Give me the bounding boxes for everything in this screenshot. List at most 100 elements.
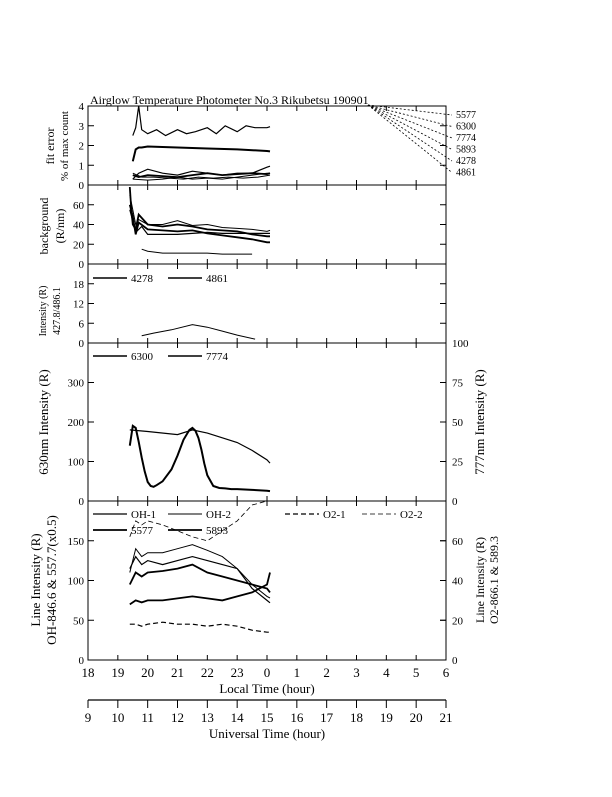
legend-label: 4278 (131, 273, 154, 285)
y-label-lines: Line Intensity (R) (28, 533, 43, 626)
y-tick-label-lines: 150 (68, 536, 85, 548)
x-tick-label-ut: 10 (111, 710, 124, 725)
legend-label: 4861 (206, 273, 228, 285)
x-tick-label-local: 19 (111, 665, 124, 680)
x-tick-label-ut: 20 (410, 710, 423, 725)
x-tick-label-ut: 13 (201, 710, 214, 725)
series-background-6300 (128, 204, 270, 244)
right-legend-line (367, 104, 453, 127)
x-tick-label-local: 3 (353, 665, 360, 680)
series-red-line-6300 (128, 424, 271, 493)
x-tick-label-local: 2 (323, 665, 330, 680)
x-tick-label-local: 4 (383, 665, 390, 680)
y2-tick-label-red-line: 0 (452, 496, 458, 508)
x-tick-label-ut: 12 (171, 710, 184, 725)
legend-label: 6300 (131, 351, 154, 363)
y-label-red-line: 630nm Intensity (R) (36, 369, 51, 474)
y-tick-label-fit-error: 1 (79, 160, 85, 172)
legend-label: 7774 (206, 351, 229, 363)
series-fit-error-5893 (132, 172, 271, 179)
y-tick-label-lines: 50 (73, 615, 85, 627)
chart-title: Airglow Temperature Photometer No.3 Riku… (90, 93, 369, 107)
y2-tick-label-red-line: 100 (452, 338, 469, 350)
right-legend-label: 5893 (456, 145, 476, 156)
x-tick-label-ut: 9 (85, 710, 92, 725)
right-legend-line (367, 104, 453, 173)
series-background-4278 (141, 248, 253, 255)
series-lines-OH-1 (129, 555, 271, 604)
y-label-hbeta: Intensity (R) (38, 286, 49, 337)
y-label-fit-error-unit: % of max count (59, 111, 71, 181)
legend-label-lines: O2-2 (400, 509, 423, 521)
y-tick-label-fit-error: 0 (79, 180, 85, 192)
x-tick-label-ut: 19 (380, 710, 393, 725)
y-tick-label-background: 60 (73, 200, 85, 212)
series-background-5893 (129, 209, 270, 235)
x-tick-label-ut: 21 (440, 710, 453, 725)
x-tick-label-local: 18 (82, 665, 95, 680)
x-tick-label-ut: 18 (350, 710, 363, 725)
y2-label-lines: Line Intensity (R) (473, 537, 487, 623)
right-legend-label: 4278 (456, 156, 476, 167)
y2-tick-label-lines: 40 (452, 576, 464, 588)
y2-label-red-line: 777nm Intensity (R) (472, 369, 487, 474)
x-tick-label-local: 5 (413, 665, 420, 680)
series-fit-error-4861 (132, 172, 270, 181)
series-fit-error-6300 (131, 145, 271, 162)
x-tick-label-ut: 15 (261, 710, 274, 725)
x-tick-label-local: 6 (443, 665, 450, 680)
x-tick-label-ut: 11 (141, 710, 154, 725)
x-tick-label-local: 22 (201, 665, 214, 680)
series-background-7774 (129, 194, 271, 232)
series-fit-error-7774 (132, 165, 271, 180)
right-legend-label: 7774 (456, 133, 476, 144)
y-tick-label-lines: 100 (68, 576, 85, 588)
series-lines-O2-2 (129, 500, 273, 542)
y-label-background-unit: (R/nm) (53, 209, 67, 244)
series-fit-error-4278 (132, 172, 271, 180)
y-tick-label-red-line: 0 (79, 496, 85, 508)
y-tick-label-background: 0 (79, 259, 85, 271)
x-tick-label-ut: 14 (231, 710, 245, 725)
legend-label-lines: 5893 (206, 525, 229, 537)
legend-label-lines: OH-2 (206, 509, 231, 521)
y-tick-label-hbeta: 18 (73, 279, 85, 291)
x-tick-label-local: 1 (294, 665, 301, 680)
y-label-lines-oh: OH-846.6 & 557.7(x0.5) (44, 515, 59, 645)
y2-tick-label-lines: 0 (452, 655, 458, 667)
legend-label-lines: 5577 (131, 525, 154, 537)
x-axis-label-local: Local Time (hour) (219, 681, 314, 696)
series-fit-error-5577 (132, 105, 271, 137)
y2-tick-label-red-line: 50 (452, 417, 464, 429)
y-tick-label-fit-error: 4 (79, 101, 85, 113)
y2-tick-label-lines: 20 (452, 615, 464, 627)
series-lines-5577 (128, 563, 271, 593)
right-legend-line (367, 104, 453, 139)
y-tick-label-red-line: 100 (68, 457, 85, 469)
y-label-background: background (37, 198, 51, 255)
y2-tick-label-red-line: 25 (452, 457, 464, 469)
y2-label-lines-o2: O2-866.1 & 589.3 (487, 536, 501, 624)
series-lines-O2-1 (129, 621, 270, 633)
y-tick-label-background: 40 (73, 220, 85, 232)
series-red-line-7774 (129, 429, 271, 464)
y-tick-label-red-line: 200 (68, 417, 85, 429)
x-tick-label-local: 20 (141, 665, 154, 680)
y-tick-label-fit-error: 2 (79, 141, 85, 153)
x-axis-label-ut: Universal Time (hour) (209, 726, 325, 741)
y-label-hbeta-ratio: 427.8/486.1 (52, 287, 63, 335)
y2-tick-label-red-line: 75 (452, 378, 464, 390)
y-tick-label-hbeta: 12 (73, 299, 84, 311)
y-tick-label-red-line: 300 (68, 378, 85, 390)
x-tick-label-ut: 16 (290, 710, 304, 725)
y-tick-label-fit-error: 3 (79, 121, 85, 133)
series-lines-5893 (129, 572, 271, 606)
y-tick-label-hbeta: 0 (79, 338, 85, 350)
y2-tick-label-lines: 60 (452, 536, 464, 548)
x-tick-label-local: 21 (171, 665, 184, 680)
data-series (128, 105, 273, 633)
